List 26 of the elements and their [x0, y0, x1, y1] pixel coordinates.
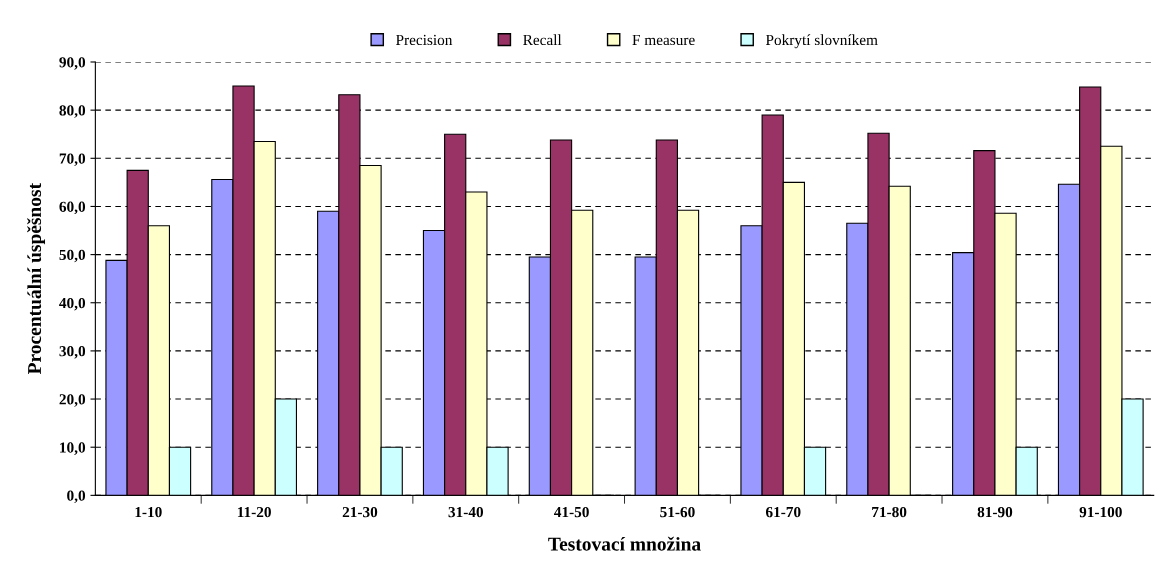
- x-tick-label: 81-90: [977, 506, 1013, 518]
- legend-label: Pokrytí slovníkem: [765, 34, 878, 49]
- y-tick-label: 80,0: [59, 105, 86, 118]
- y-tick-label: 90,0: [59, 57, 86, 70]
- x-tick-label: 61-70: [765, 506, 801, 518]
- y-tick-label: 40,0: [59, 297, 86, 311]
- y-tick-label: 50,0: [59, 249, 86, 263]
- legend-label: F measure: [632, 34, 695, 46]
- x-tick-label: 11-20: [237, 506, 271, 518]
- y-tick-label: 70,0: [59, 153, 86, 166]
- x-tick-label: 51-60: [660, 506, 695, 518]
- y-tick-label: 0,0: [67, 490, 86, 504]
- x-tick-label: 1-10: [135, 506, 162, 518]
- x-tick-label: 31-40: [448, 506, 484, 518]
- y-axis-title: Procentuální úspěšnost: [27, 183, 46, 375]
- legend-label: Recall: [523, 34, 562, 46]
- y-tick-label: 30,0: [59, 346, 86, 359]
- x-tick-label: 21-30: [342, 506, 378, 518]
- x-tick-label: 91-100: [1079, 506, 1122, 518]
- y-tick-label: 20,0: [59, 394, 86, 407]
- x-axis-title: Testovací množina: [548, 536, 701, 551]
- y-tick-label: 10,0: [60, 442, 86, 455]
- legend-label: Precision: [395, 34, 453, 46]
- y-tick-label: 60,0: [59, 201, 86, 215]
- x-tick-label: 41-50: [554, 506, 589, 518]
- x-tick-label: 71-80: [872, 506, 907, 518]
